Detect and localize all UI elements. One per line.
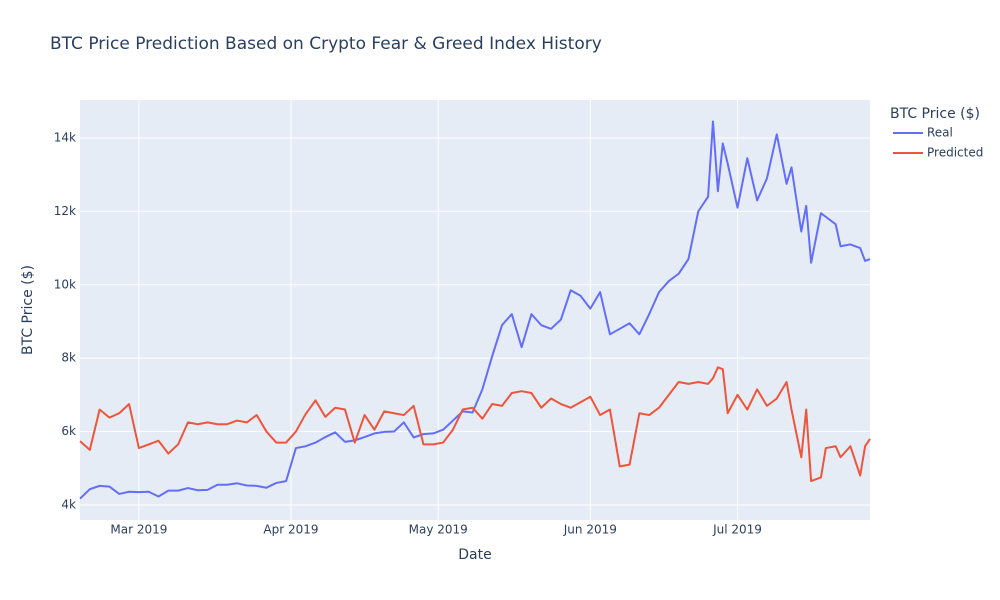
x-tick-label: Jul 2019 [712, 523, 762, 537]
y-tick-label: 8k [61, 351, 76, 365]
legend-label: Real [927, 126, 953, 140]
x-axis-title: Date [458, 547, 491, 563]
y-axis-title: BTC Price ($) [20, 265, 36, 355]
legend-title: BTC Price ($) [890, 106, 980, 122]
plot-area [80, 100, 870, 520]
legend-label: Predicted [927, 146, 983, 160]
y-tick-label: 10k [54, 277, 76, 291]
y-tick-label: 14k [54, 130, 76, 144]
x-tick-label: Apr 2019 [263, 523, 318, 537]
x-tick-label: Mar 2019 [110, 523, 167, 537]
chart-title: BTC Price Prediction Based on Crypto Fea… [50, 34, 602, 54]
y-tick-label: 12k [54, 204, 76, 218]
x-tick-label: Jun 2019 [563, 523, 617, 537]
y-tick-label: 4k [61, 497, 76, 511]
x-tick-label: May 2019 [409, 523, 468, 537]
series-line [79, 366, 871, 483]
y-tick-label: 6k [61, 424, 76, 438]
series-line [79, 120, 871, 500]
